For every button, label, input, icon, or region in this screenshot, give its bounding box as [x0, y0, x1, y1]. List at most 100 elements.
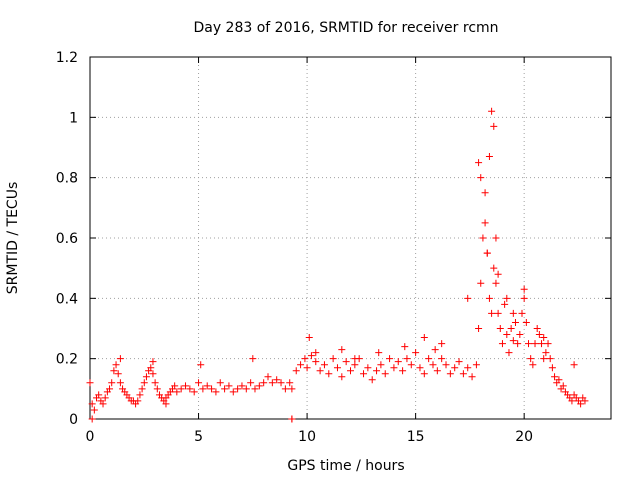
data-point — [247, 379, 255, 387]
data-point — [112, 361, 120, 369]
data-point — [390, 364, 398, 372]
data-point — [136, 391, 144, 399]
data-point — [273, 376, 281, 384]
data-point — [86, 379, 94, 387]
data-point — [249, 355, 257, 363]
data-point — [373, 367, 381, 375]
data-point — [182, 382, 190, 390]
data-point — [438, 340, 446, 348]
data-point — [551, 373, 559, 381]
data-point — [525, 340, 533, 348]
data-point — [320, 361, 328, 369]
x-tick-label: 15 — [407, 429, 425, 445]
data-point — [342, 358, 350, 366]
y-tick-label: 1.2 — [56, 50, 78, 66]
x-tick-label: 5 — [194, 429, 203, 445]
y-axis-label: SRMTID / TECUs — [5, 182, 21, 295]
data-point — [260, 379, 268, 387]
data-point — [173, 388, 181, 396]
data-point — [490, 122, 498, 130]
data-point — [149, 358, 157, 366]
grid-layer — [90, 57, 611, 419]
data-point — [381, 370, 389, 378]
data-point — [485, 153, 493, 161]
data-point — [142, 373, 150, 381]
y-tick-label: 0 — [69, 412, 78, 428]
data-point — [494, 270, 502, 278]
data-point — [429, 361, 437, 369]
data-point — [559, 382, 567, 390]
data-point — [570, 361, 578, 369]
data-point — [505, 349, 513, 357]
data-point — [351, 361, 359, 369]
data-point — [555, 376, 563, 384]
data-point — [475, 325, 483, 332]
data-point — [101, 394, 109, 402]
data-point — [420, 370, 428, 378]
data-point — [420, 334, 428, 342]
data-point — [238, 382, 246, 390]
data-point — [546, 355, 554, 363]
data-point — [531, 340, 539, 348]
data-point — [351, 355, 359, 363]
data-point — [501, 300, 509, 308]
data-point — [492, 279, 500, 287]
data-point — [242, 385, 250, 393]
data-point — [496, 325, 504, 332]
data-point — [529, 361, 537, 369]
data-point — [509, 309, 517, 317]
data-point — [577, 400, 585, 408]
data-point — [138, 385, 146, 393]
data-point — [520, 294, 528, 302]
data-point — [472, 361, 480, 369]
data-point — [455, 358, 463, 366]
data-point — [375, 349, 383, 357]
data-point — [99, 400, 107, 408]
x-tick-label: 10 — [298, 429, 316, 445]
data-point — [347, 367, 354, 375]
data-point — [477, 279, 485, 287]
data-point — [509, 337, 517, 345]
data-point — [171, 382, 179, 390]
data-point — [483, 249, 491, 257]
data-point — [281, 385, 289, 393]
data-point — [507, 325, 515, 332]
data-point — [325, 370, 333, 378]
data-point — [95, 391, 103, 399]
data-point — [464, 364, 472, 372]
data-point — [229, 388, 237, 396]
data-point — [88, 415, 96, 423]
data-point — [364, 364, 372, 372]
data-point — [503, 294, 511, 302]
y-tick-label: 0.2 — [56, 352, 78, 368]
data-point — [386, 355, 394, 363]
data-point — [431, 346, 439, 354]
x-axis-label: GPS time / hours — [287, 458, 404, 474]
data-point — [162, 400, 170, 408]
data-point — [494, 309, 502, 317]
data-point — [488, 107, 496, 115]
data-point — [197, 361, 205, 369]
data-point — [286, 379, 294, 387]
x-tick-label: 0 — [86, 429, 95, 445]
data-point — [333, 364, 341, 372]
data-point — [538, 340, 546, 348]
data-point — [149, 370, 157, 378]
chart-title: Day 283 of 2016, SRMTID for receiver rcm… — [193, 20, 498, 36]
data-point — [399, 367, 407, 375]
data-point — [514, 340, 522, 348]
data-point — [479, 234, 487, 242]
data-point — [301, 355, 309, 363]
data-point — [542, 349, 550, 357]
data-point — [88, 400, 96, 408]
data-point — [401, 343, 409, 351]
data-point — [153, 385, 161, 393]
data-point — [90, 406, 98, 414]
data-point — [106, 385, 114, 393]
data-point — [438, 355, 446, 363]
data-point — [446, 370, 454, 378]
data-point — [433, 367, 441, 375]
data-point — [251, 385, 259, 393]
data-point — [316, 367, 324, 375]
